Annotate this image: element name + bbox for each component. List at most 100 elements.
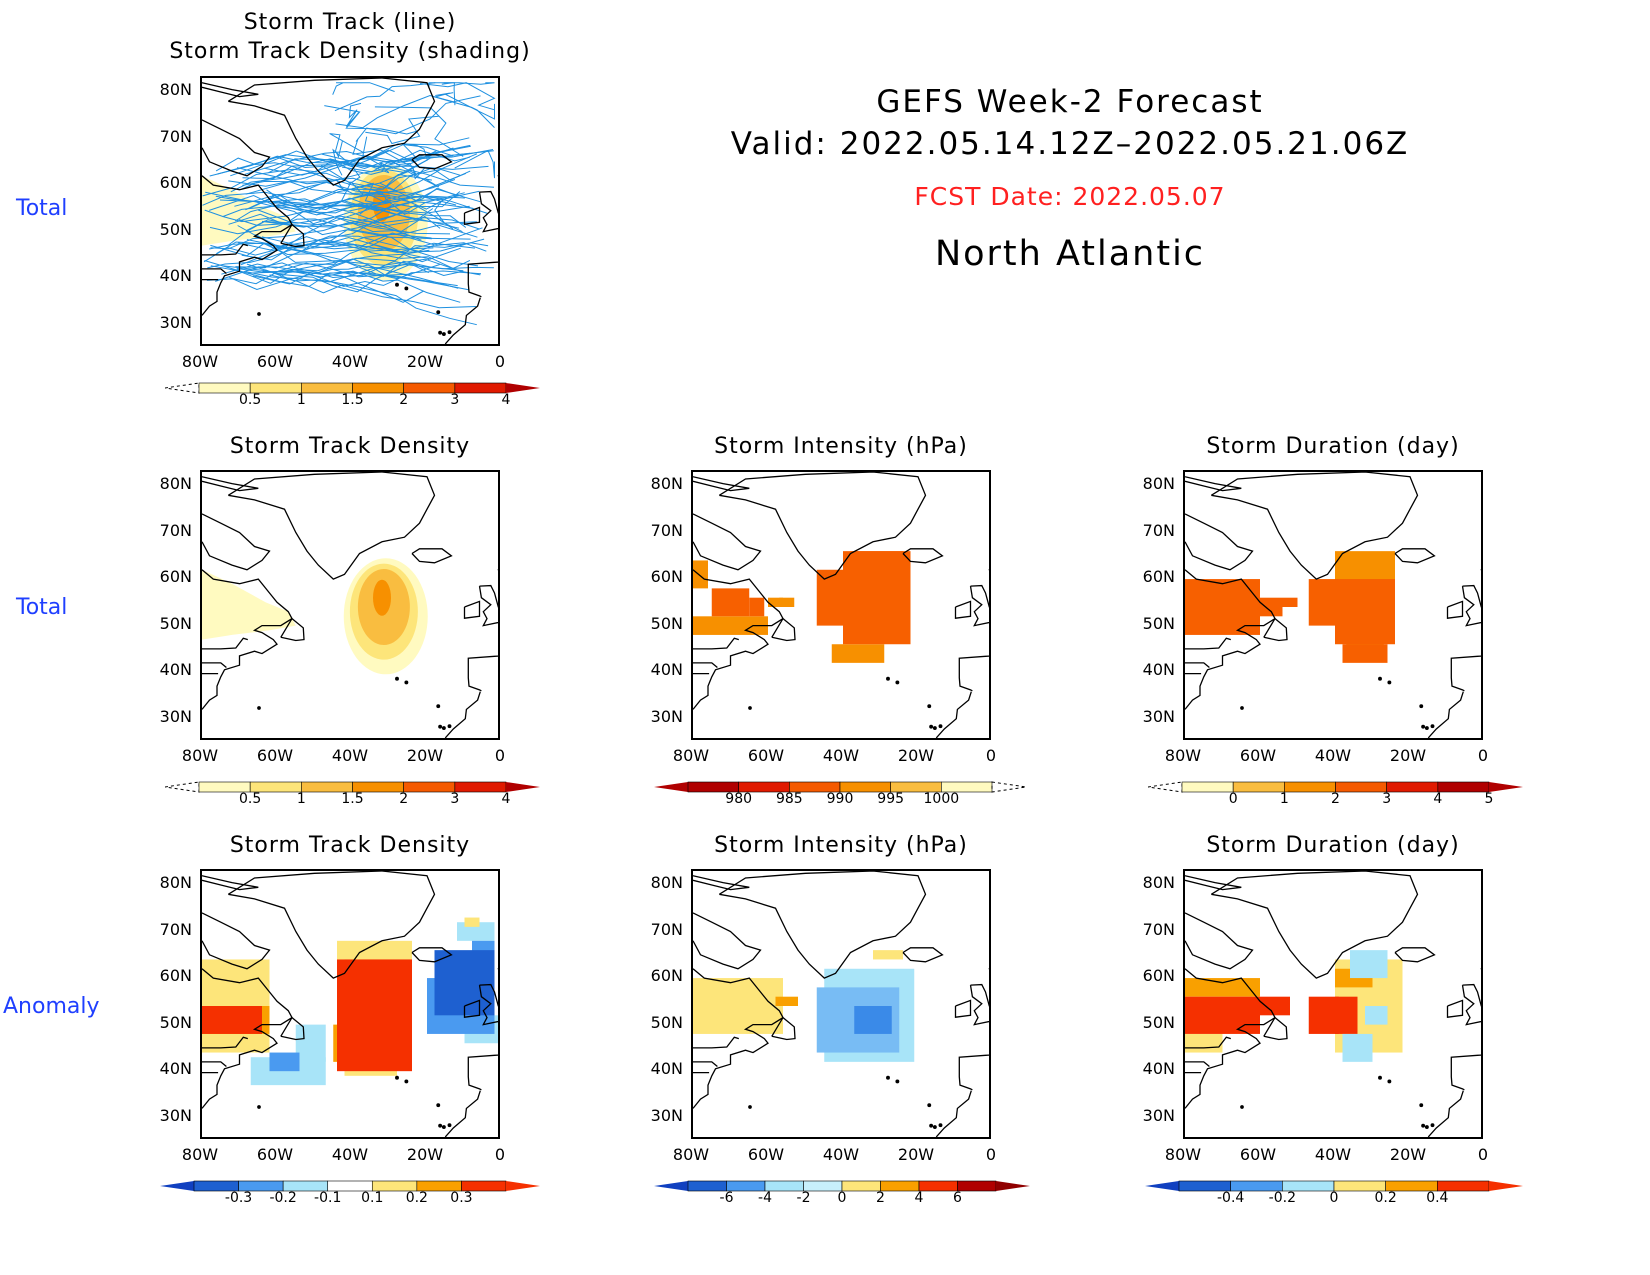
- anomaly-pos-dark: [202, 959, 412, 1072]
- colorbar-tick-label: 3: [1382, 791, 1392, 807]
- colorbar-extension-right: [1489, 1181, 1523, 1191]
- valid-range: Valid: 2022.05.14.12Z–2022.05.21.06Z: [730, 126, 1410, 162]
- latitude-label: 30N: [1142, 706, 1175, 726]
- colorbar-tick-label: 990: [826, 791, 854, 807]
- colorbar-tick-label: 1: [296, 791, 306, 807]
- colorbar-tick-label: 0.4: [1426, 1190, 1449, 1206]
- colorbar-extension-right: [506, 782, 540, 792]
- longitude-label: 20W: [897, 1145, 935, 1164]
- anomaly-neg-dark: [854, 1006, 892, 1034]
- colorbar-tick-label: -6: [719, 1190, 734, 1206]
- latitude-label: 40N: [1142, 660, 1175, 680]
- latitude-label: 60N: [650, 567, 683, 587]
- latitude-label: 80N: [159, 872, 192, 892]
- map-panel-anom_intensity: [691, 869, 991, 1139]
- colorbar: 0.5 1 1.5 2 3 4: [164, 779, 540, 809]
- colorbar-tick-label: 1: [1279, 791, 1289, 807]
- latitude-label: 30N: [650, 1105, 683, 1125]
- latitude-label: 30N: [650, 706, 683, 726]
- colorbar-tick-label: 4: [501, 392, 511, 408]
- colorbar-tick-label: 4: [914, 1190, 924, 1206]
- latitude-label: 50N: [159, 1012, 192, 1032]
- longitude-label: 60W: [747, 1145, 785, 1164]
- panel-title: Storm Intensity (hPa): [714, 434, 968, 459]
- colorbar-tick-label: 2: [399, 791, 409, 807]
- colorbar-extension-left: [654, 1181, 688, 1191]
- anomaly-pos-dark: [1185, 996, 1358, 1034]
- panel-title: Storm Duration (day): [1206, 833, 1460, 858]
- latitude-label: 30N: [159, 1105, 192, 1125]
- intensity-shading: [711, 551, 911, 645]
- latitude-label: 40N: [650, 1059, 683, 1079]
- coastline: [202, 472, 498, 738]
- colorbar-extension-left: [164, 382, 200, 394]
- colorbar-tick-label: 3: [450, 791, 460, 807]
- colorbar: -0.3 -0.2 -0.1 0.1 0.2 0.3: [160, 1178, 540, 1208]
- colorbar-tick-label: 0.5: [239, 392, 262, 408]
- colorbar-extension-left: [1145, 1181, 1179, 1191]
- longitude-label: 80W: [1164, 1145, 1202, 1164]
- latitude-label: 60N: [650, 966, 683, 986]
- colorbar-tick-label: 6: [953, 1190, 962, 1206]
- density-west: [202, 569, 296, 640]
- colorbar: -6 -4 -2 0 2 4 6: [654, 1178, 1030, 1208]
- colorbar-tick-label: -4: [758, 1190, 772, 1206]
- longitude-label: 20W: [1389, 746, 1427, 765]
- latitude-label: 70N: [159, 919, 192, 939]
- longitude-label: 80W: [1164, 746, 1202, 765]
- longitude-label: 60W: [1239, 1145, 1277, 1164]
- colorbar-tick-label: -0.4: [1216, 1190, 1245, 1206]
- colorbar-extension-right: [506, 1181, 540, 1191]
- region-name: North Atlantic: [934, 234, 1206, 274]
- colorbar-tick-label: 0.5: [239, 791, 262, 807]
- colorbar-tick-label: -0.1: [314, 1190, 342, 1206]
- colorbar-extension-right: [996, 1181, 1030, 1191]
- longitude-label: 20W: [1389, 1145, 1427, 1164]
- longitude-label: 20W: [897, 746, 935, 765]
- coastline: [693, 472, 989, 738]
- longitude-label: 20W: [406, 746, 444, 765]
- longitude-label: 0: [494, 352, 506, 371]
- coastline: [1185, 871, 1481, 1137]
- map-panel-anom_density: [200, 869, 500, 1139]
- intensity-shading-light: [693, 560, 885, 663]
- latitude-label: 80N: [159, 473, 192, 493]
- latitude-label: 80N: [650, 872, 683, 892]
- colorbar-extension-right: [1489, 782, 1523, 792]
- longitude-label: 60W: [256, 746, 294, 765]
- latitude-label: 70N: [159, 126, 192, 146]
- colorbar: 0 1 2 3 4 5: [1147, 779, 1523, 809]
- latitude-label: 70N: [650, 919, 683, 939]
- coastline: [202, 871, 498, 1137]
- colorbar-tick-label: 995: [877, 791, 905, 807]
- longitude-label: 0: [985, 1145, 997, 1164]
- longitude-label: 40W: [331, 352, 369, 371]
- colorbar-extension-right: [991, 781, 1027, 793]
- longitude-label: 60W: [256, 1145, 294, 1164]
- longitude-label: 80W: [672, 746, 710, 765]
- longitude-label: 60W: [256, 352, 294, 371]
- longitude-label: 0: [985, 746, 997, 765]
- longitude-label: 20W: [406, 1145, 444, 1164]
- colorbar-tick-label: -0.3: [224, 1190, 253, 1206]
- longitude-label: 20W: [406, 352, 444, 371]
- longitude-label: 40W: [1314, 1145, 1352, 1164]
- anomaly-neg-light: [1342, 950, 1388, 1062]
- colorbar-tick-label: -0.2: [269, 1190, 297, 1206]
- latitude-label: 80N: [159, 79, 192, 99]
- colorbar-extension-left: [164, 781, 200, 793]
- latitude-label: 70N: [650, 520, 683, 540]
- latitude-label: 50N: [159, 613, 192, 633]
- latitude-label: 80N: [1142, 473, 1175, 493]
- map-panel-intensity: [691, 470, 991, 740]
- colorbar-tick-label: 985: [775, 791, 803, 807]
- colorbar-tick-label: 0: [837, 1190, 847, 1206]
- panel-title: Storm Track (line): [243, 10, 457, 35]
- latitude-label: 70N: [159, 520, 192, 540]
- colorbar-tick-label: 0: [1329, 1190, 1339, 1206]
- latitude-label: 70N: [1142, 520, 1175, 540]
- colorbar-tick-label: 1.5: [341, 392, 364, 408]
- latitude-label: 60N: [1142, 966, 1175, 986]
- colorbar-tick-label: 0.3: [450, 1190, 473, 1206]
- longitude-label: 0: [494, 1145, 506, 1164]
